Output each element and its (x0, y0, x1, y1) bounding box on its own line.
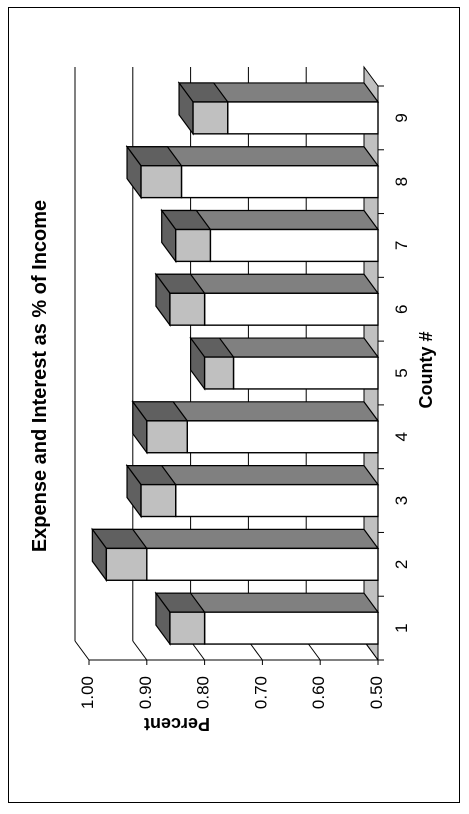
bar-segment-2 (140, 165, 183, 199)
x-tick-label: 1 (392, 623, 411, 632)
bar-segment-2 (192, 101, 229, 135)
gridline-depth (132, 640, 148, 661)
bar-segment-2 (140, 483, 177, 518)
y-tick-label: 0.70 (251, 676, 270, 709)
x-tick-label: 4 (392, 432, 411, 441)
bar-segment-1 (209, 228, 379, 263)
bar-segment-2 (169, 292, 206, 326)
y-tick-label: 0.90 (136, 676, 155, 709)
x-tick-label: 2 (392, 560, 411, 569)
x-tick-label: 3 (392, 496, 411, 505)
y-tick-label: 0.60 (309, 676, 328, 709)
bar-segment-2 (169, 611, 206, 645)
x-axis-label: County # (416, 331, 436, 408)
bar-segment-2 (203, 356, 235, 390)
bar-segment-1 (227, 101, 379, 135)
bar-segment-2 (146, 420, 188, 454)
y-tick-label: 0.80 (194, 676, 213, 709)
bar-segment-2 (174, 228, 212, 263)
plot-area (74, 65, 380, 662)
bar-segment-1 (174, 483, 379, 518)
x-tick-label: 9 (392, 113, 411, 122)
x-axis-ticks: 1 2 3 4 5 6 7 8 9 (378, 85, 411, 661)
bar-segment-2 (105, 547, 148, 581)
y-tick-label: 0.50 (367, 676, 386, 709)
chart-title: Expense and Interest as % of Income (29, 200, 51, 552)
bar-segment-1 (203, 292, 379, 326)
y-axis-ticks: 1.00 0.90 0.80 0.70 0.60 0.50 (78, 660, 386, 709)
x-tick-label: 6 (392, 304, 411, 313)
gridline-depth (74, 640, 90, 661)
bar-segment-1 (232, 356, 379, 390)
x-tick-label: 7 (392, 241, 411, 250)
bar-segment-1 (180, 165, 379, 199)
x-tick-label: 8 (392, 177, 411, 186)
y-axis-label: Percent (144, 714, 210, 734)
bar-segment-1 (203, 611, 379, 645)
x-tick-label: 5 (392, 368, 411, 377)
bar-segment-1 (186, 420, 379, 454)
bar-segment-1 (146, 547, 379, 581)
y-tick-label: 1.00 (78, 676, 97, 709)
